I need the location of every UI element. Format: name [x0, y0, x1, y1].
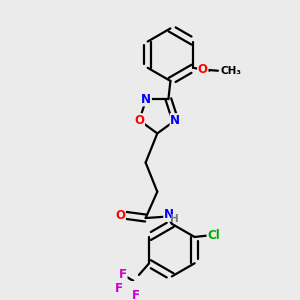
Text: F: F: [132, 289, 140, 300]
Text: H: H: [170, 214, 179, 224]
Text: F: F: [119, 268, 127, 281]
Text: Cl: Cl: [207, 229, 220, 242]
Text: N: N: [141, 93, 151, 106]
Text: N: N: [164, 208, 174, 221]
Text: CH₃: CH₃: [221, 66, 242, 76]
Text: O: O: [198, 63, 208, 76]
Text: O: O: [115, 208, 125, 222]
Text: N: N: [170, 114, 180, 127]
Text: F: F: [115, 282, 122, 295]
Text: O: O: [134, 114, 144, 127]
